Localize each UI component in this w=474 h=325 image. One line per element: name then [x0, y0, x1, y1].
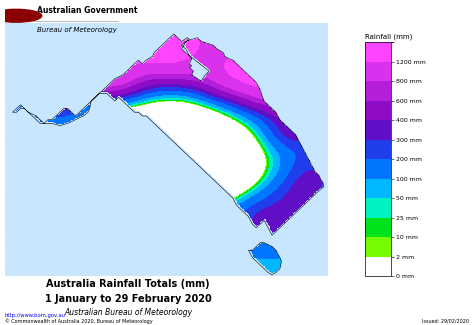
- Text: Australian Bureau of Meteorology: Australian Bureau of Meteorology: [64, 308, 192, 317]
- Text: 1 January to 29 February 2020: 1 January to 29 February 2020: [45, 294, 211, 304]
- Text: © Commonwealth of Australia 2020, Bureau of Meteorology: © Commonwealth of Australia 2020, Bureau…: [5, 318, 152, 324]
- Circle shape: [0, 9, 42, 22]
- Text: ✦: ✦: [14, 13, 18, 18]
- Text: Issued: 29/02/2020: Issued: 29/02/2020: [422, 319, 469, 324]
- Text: Australia Rainfall Totals (mm): Australia Rainfall Totals (mm): [46, 279, 210, 289]
- Text: Australian Government: Australian Government: [37, 6, 138, 15]
- Text: Bureau of Meteorology: Bureau of Meteorology: [37, 27, 118, 33]
- Text: http://www.bom.gov.au: http://www.bom.gov.au: [5, 313, 66, 318]
- Text: Rainfall (mm): Rainfall (mm): [365, 33, 412, 40]
